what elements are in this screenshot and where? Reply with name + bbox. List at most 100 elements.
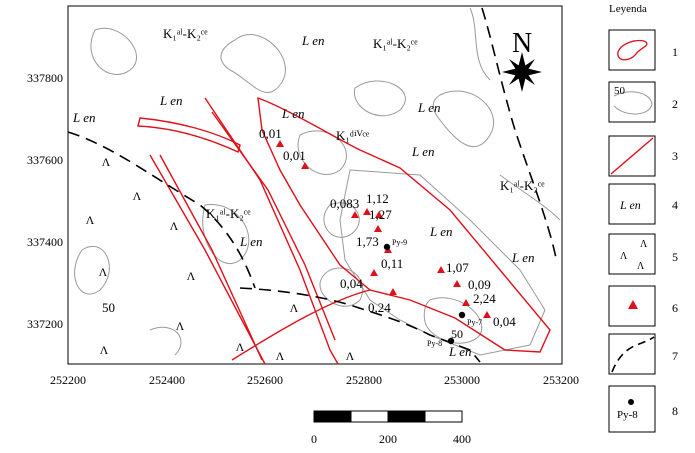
unit-label: L en bbox=[159, 93, 183, 108]
legend-text: 50 bbox=[614, 85, 626, 97]
svg-text:Λ: Λ bbox=[290, 301, 299, 315]
sample-triangle bbox=[389, 288, 397, 295]
svg-text:Λ: Λ bbox=[100, 343, 109, 357]
legend-number: 8 bbox=[672, 404, 678, 418]
dashed-boundaries bbox=[67, 7, 557, 363]
legend-number: 1 bbox=[672, 45, 678, 59]
legend-fault-polygon-icon bbox=[617, 39, 648, 61]
unit-label: L en bbox=[72, 110, 96, 125]
x-axis-ticks: 252200 252400 252600 252800 253000 25320… bbox=[50, 373, 579, 387]
legend-box-5 bbox=[608, 233, 656, 275]
sample-triangle bbox=[453, 280, 461, 287]
legend-fault-line-icon bbox=[610, 137, 654, 175]
x-tick: 252800 bbox=[346, 373, 382, 387]
y-tick: 337600 bbox=[27, 153, 63, 167]
sample-triangle bbox=[370, 269, 378, 276]
legend-text: Λ bbox=[620, 251, 628, 262]
unit-label: K₁ᵃˡ-K₂ᶜᵉ bbox=[206, 206, 251, 221]
sample-value: 2,24 bbox=[473, 291, 496, 306]
unit-label: K₁ᵃˡ-K₂ᶜᵉ bbox=[500, 178, 545, 193]
legend-number: 4 bbox=[672, 198, 678, 212]
sample-value: 1,12 bbox=[366, 191, 389, 206]
sample-value: 0,04 bbox=[340, 276, 363, 291]
unit-label: L en bbox=[448, 344, 472, 359]
unit-label: K₁ᵃˡ-K₂ᶜᵉ bbox=[163, 26, 208, 41]
well-label: Py-8 bbox=[427, 339, 442, 348]
north-label: N bbox=[512, 28, 532, 59]
legend-text: Λ bbox=[637, 261, 645, 272]
sample-value: 1,07 bbox=[446, 260, 469, 275]
scale-label: 200 bbox=[379, 432, 397, 446]
well-label: Py-7 bbox=[467, 318, 482, 327]
unit-label: L en bbox=[417, 100, 441, 115]
well-bottom-label: 50 bbox=[451, 327, 463, 341]
legend: Leyenda 1 50 2 3 L en 4 Λ Λ Λ 5 6 7 Py-8… bbox=[608, 3, 678, 433]
y-tick: 337800 bbox=[27, 71, 63, 85]
sample-value: 0,01 bbox=[283, 148, 306, 163]
unit-label: L en bbox=[301, 33, 325, 48]
sample-triangle bbox=[301, 162, 309, 169]
legend-number: 3 bbox=[672, 149, 678, 163]
sample-triangle bbox=[375, 211, 383, 218]
wells: Py-9 Py-7 Py-8 50 bbox=[383, 238, 482, 348]
legend-box-4 bbox=[608, 183, 656, 225]
unit-label: L en bbox=[511, 250, 535, 265]
svg-text:Λ: Λ bbox=[187, 269, 196, 283]
legend-number: 6 bbox=[672, 301, 678, 315]
lambda-symbols: Λ Λ Λ Λ Λ Λ Λ Λ Λ Λ Λ Λ bbox=[86, 155, 355, 363]
legend-well-icon bbox=[628, 399, 634, 405]
sample-value: 0,09 bbox=[468, 277, 491, 292]
legend-box-7 bbox=[608, 333, 656, 375]
svg-text:Λ: Λ bbox=[276, 349, 285, 363]
svg-text:Λ: Λ bbox=[236, 340, 245, 354]
sample-triangle bbox=[374, 225, 382, 232]
sample-value: 0,083 bbox=[330, 196, 359, 211]
legend-box-1 bbox=[608, 29, 656, 71]
legend-text: Λ bbox=[640, 239, 648, 250]
well-label: Py-9 bbox=[392, 238, 407, 247]
legend-box-2 bbox=[608, 81, 656, 123]
svg-text:Λ: Λ bbox=[176, 319, 185, 333]
sample-value: 0,24 bbox=[368, 300, 391, 315]
unit-labels: K₁ᵃˡ-K₂ᶜᵉ L en K₁ᵃˡ-K₂ᶜᵉ L en L en L en … bbox=[72, 26, 545, 359]
legend-dashed-icon bbox=[611, 336, 655, 373]
scale-label: 0 bbox=[311, 432, 317, 446]
y-axis-ticks: 337800 337600 337400 337200 bbox=[27, 71, 63, 331]
sample-triangle bbox=[462, 299, 470, 306]
contour-label: 50 bbox=[102, 300, 115, 315]
fault-lines bbox=[137, 96, 551, 365]
scale-bar: 0 200 400 bbox=[311, 410, 471, 446]
svg-text:Λ: Λ bbox=[102, 155, 111, 169]
unit-label: L en bbox=[281, 106, 305, 121]
sample-triangle bbox=[437, 266, 445, 273]
unit-label: L en bbox=[429, 224, 453, 239]
y-tick: 337400 bbox=[27, 235, 63, 249]
legend-contour-icon bbox=[613, 91, 653, 115]
svg-text:Λ: Λ bbox=[346, 349, 355, 363]
x-tick: 252200 bbox=[50, 373, 86, 387]
legend-number: 5 bbox=[672, 250, 678, 264]
legend-title: Leyenda bbox=[609, 3, 647, 15]
svg-text:Λ: Λ bbox=[86, 213, 95, 227]
legend-text: Py-8 bbox=[617, 409, 638, 421]
unit-label: K₁ᵃˡ-K₂ᶜᵉ bbox=[373, 36, 418, 51]
sample-values: 0,01 0,01 0,083 1,12 1,27 1,73 0,11 1,07… bbox=[259, 126, 516, 329]
sample-triangle bbox=[363, 208, 371, 215]
svg-text:Λ: Λ bbox=[170, 219, 179, 233]
x-tick: 253000 bbox=[444, 373, 480, 387]
well-marker bbox=[447, 337, 455, 345]
x-tick: 252400 bbox=[149, 373, 185, 387]
sample-value: 0,04 bbox=[493, 314, 516, 329]
north-arrow-icon: N bbox=[502, 28, 542, 92]
legend-triangle-icon bbox=[628, 300, 638, 309]
map-frame bbox=[67, 5, 563, 365]
sample-value: 0,11 bbox=[381, 256, 403, 271]
legend-box-6 bbox=[608, 285, 656, 327]
sample-value: 1,27 bbox=[369, 207, 392, 222]
y-tick: 337200 bbox=[27, 317, 63, 331]
well-marker bbox=[458, 311, 466, 319]
sample-triangle bbox=[351, 211, 359, 218]
x-tick: 253200 bbox=[543, 373, 579, 387]
legend-box-8 bbox=[608, 385, 656, 433]
x-tick: 252600 bbox=[247, 373, 283, 387]
